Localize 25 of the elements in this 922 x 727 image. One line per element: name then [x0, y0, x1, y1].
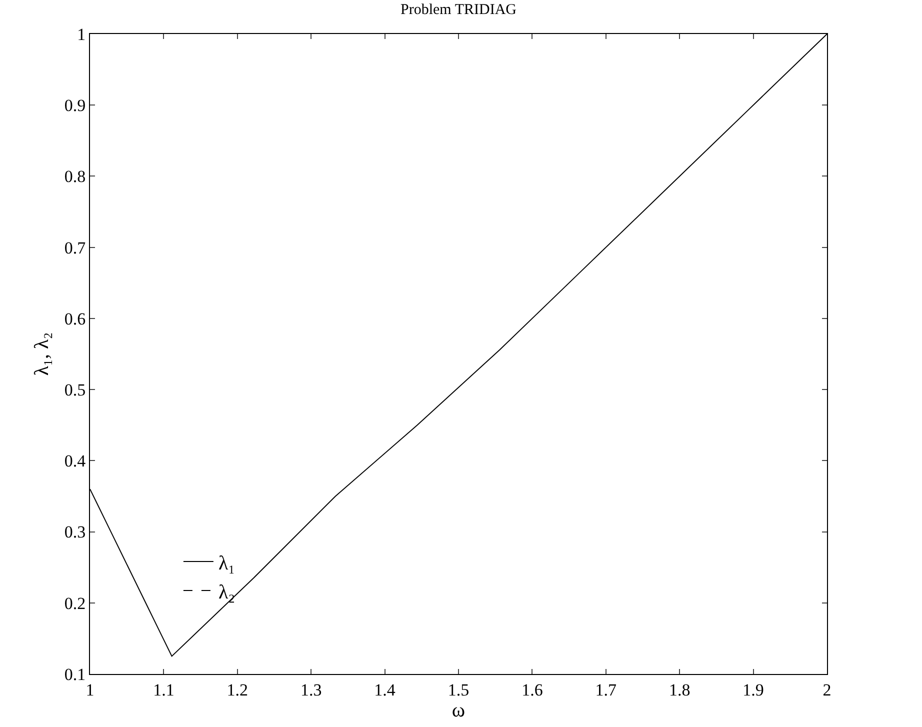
y-tick-label: 0.6	[64, 309, 86, 328]
x-tick-label: 1.1	[153, 680, 174, 700]
y-tick-label: 0.1	[64, 664, 86, 684]
x-tick-label: 1.2	[226, 680, 248, 700]
y-tick-label: 0.8	[64, 167, 86, 186]
chart-title: Problem TRIDIAG	[400, 2, 517, 18]
x-axis-title: ω	[452, 699, 466, 722]
y-tick-label: 0.3	[64, 522, 86, 542]
x-tick-label: 1.4	[374, 680, 396, 700]
y-axis-title: λ₁, λ₂	[30, 332, 53, 376]
x-tick-label: 1.9	[742, 680, 764, 700]
y-tick-label: 0.2	[64, 594, 86, 613]
y-tick-label: 0.4	[64, 452, 86, 471]
y-tick-label: 0.5	[64, 380, 86, 400]
x-tick-label: 1.5	[448, 680, 470, 700]
x-tick-label: 1.3	[300, 680, 322, 700]
x-tick-label: 1.6	[522, 680, 543, 700]
y-tick-label: 1	[77, 24, 86, 44]
x-tick-label: 1.7	[595, 680, 618, 700]
x-tick-label: 1.8	[668, 680, 690, 700]
y-tick-label: 0.7	[64, 238, 86, 258]
legend-label: λ₁	[218, 552, 236, 574]
y-tick-label: 0.9	[64, 96, 86, 116]
legend-label: λ₂	[218, 581, 236, 604]
x-tick-label: 2	[822, 680, 832, 700]
